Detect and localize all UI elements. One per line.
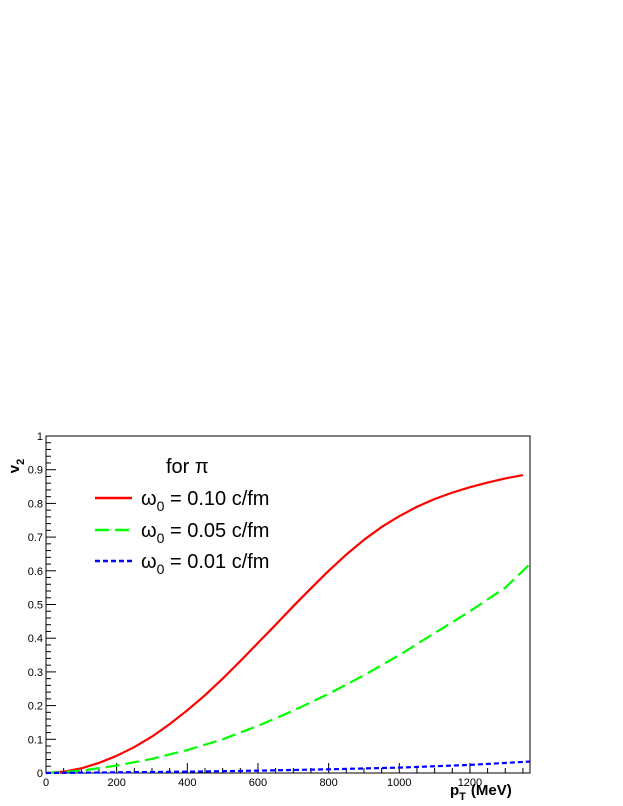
plot-frame — [46, 436, 530, 773]
y-tick-label: 0.8 — [28, 498, 43, 510]
legend-label-series-1: ω0 = 0.10 c/fm — [141, 488, 269, 514]
x-tick-label: 1000 — [387, 777, 411, 789]
legend-label-series-2: ω0 = 0.05 c/fm — [141, 520, 269, 546]
y-axis-title: v2 — [6, 459, 27, 473]
legend: for π ω0 = 0.10 c/fm ω0 = 0.05 c/fm ω0 =… — [95, 456, 269, 577]
legend-label-series-3: ω0 = 0.01 c/fm — [141, 551, 269, 577]
y-tick-label: 0.6 — [28, 566, 43, 578]
x-tick-label: 800 — [319, 777, 337, 789]
series-line-1 — [46, 475, 523, 773]
x-tick-label: 200 — [107, 777, 125, 789]
y-tick-label: 1 — [37, 431, 43, 443]
y-tick-label: 0.3 — [28, 667, 43, 679]
y-tick-label: 0.7 — [28, 532, 43, 544]
y-axis-ticks: 00.10.20.30.40.50.60.70.80.91 — [28, 431, 56, 780]
x-tick-label: 400 — [178, 777, 196, 789]
y-tick-label: 0.4 — [28, 633, 43, 645]
y-tick-label: 0.5 — [28, 600, 43, 612]
series-line-2 — [46, 564, 530, 773]
x-tick-label: 0 — [43, 777, 49, 789]
y-tick-label: 0.2 — [28, 701, 43, 713]
y-tick-label: 0.1 — [28, 734, 43, 746]
legend-header: for π — [166, 456, 209, 478]
y-tick-label: 0.9 — [28, 465, 43, 477]
x-tick-label: 600 — [249, 777, 267, 789]
series-layer — [46, 475, 530, 773]
series-line-3 — [46, 762, 530, 773]
